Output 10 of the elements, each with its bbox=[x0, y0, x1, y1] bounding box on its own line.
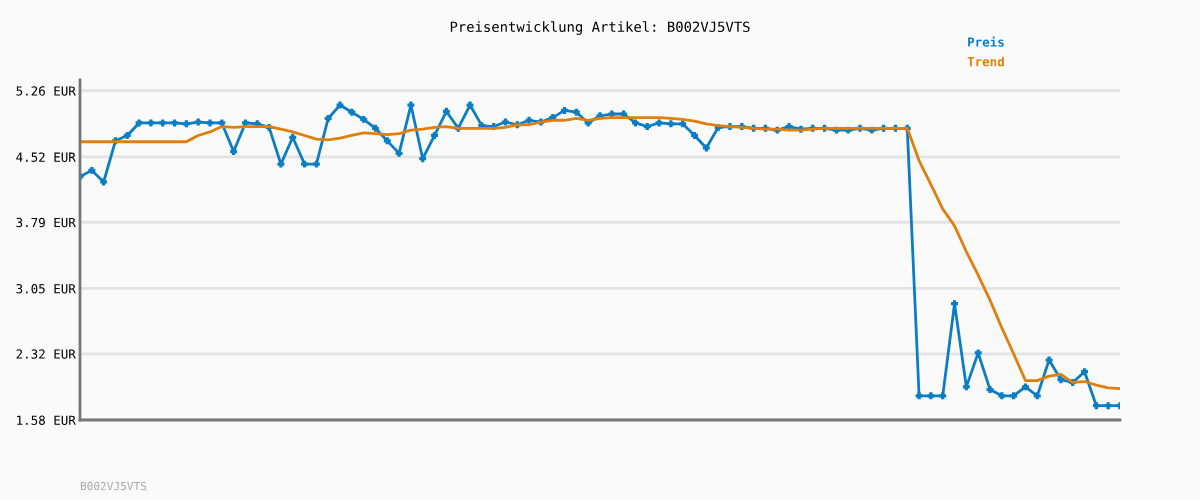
y-tick-label: 5.26 EUR bbox=[16, 86, 76, 96]
text: Preis bbox=[968, 36, 1004, 47]
y-tick-label: 3.05 EUR bbox=[16, 283, 76, 294]
y-tick-label: 1.58 EUR bbox=[17, 415, 76, 425]
y-tick-label: 3.79 EUR bbox=[16, 217, 76, 228]
text: B002VJ5VTS bbox=[80, 481, 147, 491]
chart-title: Preisentwicklung Artikel: B002VJ5VTS bbox=[450, 21, 750, 35]
y-tick-label: 4.52 EUR bbox=[16, 152, 76, 162]
text: Trend bbox=[967, 56, 1004, 67]
y-tick-label: 2.32 EUR bbox=[16, 349, 76, 359]
